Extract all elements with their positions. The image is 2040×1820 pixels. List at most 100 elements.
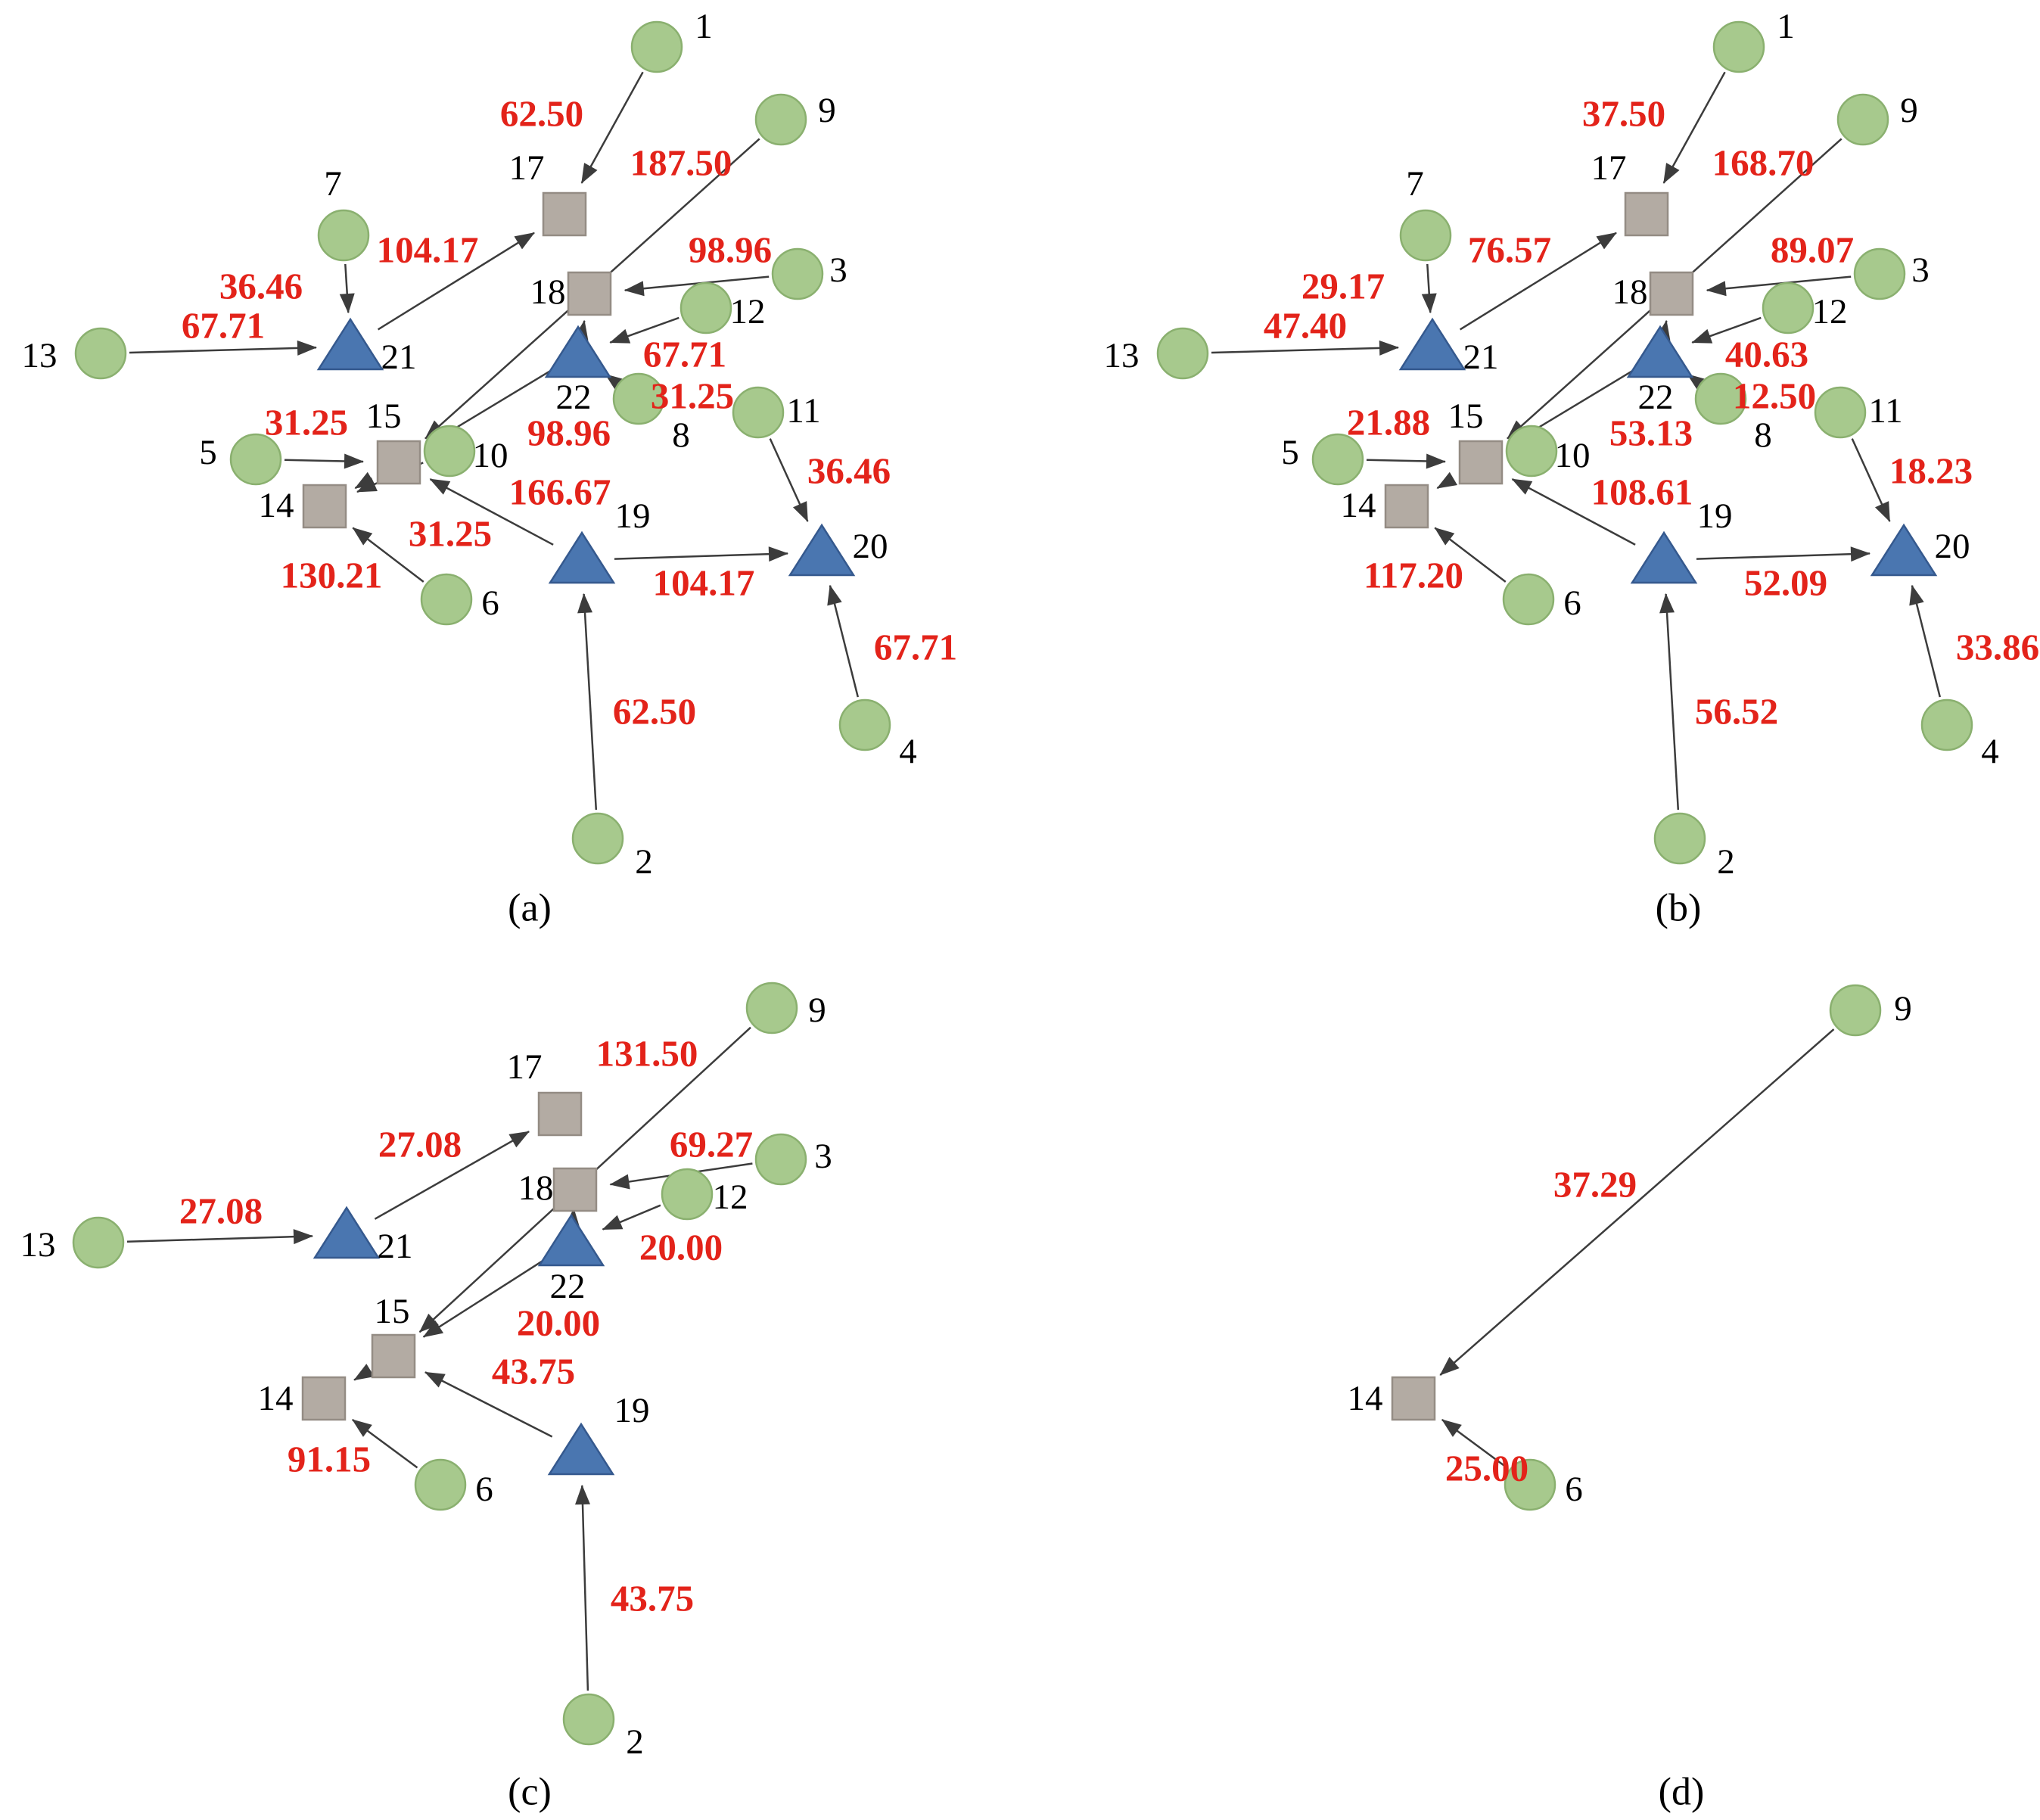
node-label-22: 22 — [550, 1267, 586, 1306]
node-label-19: 19 — [1697, 496, 1733, 536]
edge-label-2-to-19: 43.75 — [611, 1578, 694, 1619]
edge-label-11-to-20: 18.23 — [1889, 450, 1973, 492]
node-label-9: 9 — [818, 91, 836, 130]
node-label-8: 8 — [672, 415, 690, 455]
edge-13-to-21 — [129, 340, 317, 356]
edge-label-8-to-22: 31.25 — [651, 375, 734, 417]
node-label-10: 10 — [1555, 436, 1591, 475]
edge-label-19-to-15: 166.67 — [509, 471, 611, 513]
edge-19-to-15 — [1511, 478, 1636, 546]
node-label-17: 17 — [1591, 148, 1627, 188]
triangle-node-20 — [788, 523, 856, 577]
node-label-9: 9 — [808, 991, 826, 1030]
node-label-18: 18 — [530, 272, 566, 312]
source-node-5 — [229, 433, 282, 486]
source-node-8 — [612, 372, 665, 425]
edge-11-to-20 — [769, 438, 809, 522]
node-label-3: 3 — [814, 1137, 832, 1176]
source-node-2 — [562, 1693, 615, 1746]
source-node-2 — [1653, 812, 1706, 865]
square-node-17 — [1624, 191, 1669, 237]
triangle-node-21 — [316, 317, 384, 371]
triangle-node-21 — [1398, 317, 1466, 371]
node-label-9: 9 — [1894, 989, 1912, 1028]
source-node-4 — [1920, 698, 1973, 751]
node-label-15: 15 — [1448, 397, 1484, 436]
panel-d: 37.29 25.00 9 14 6 (d) — [1348, 984, 1912, 1814]
edge-19-to-20 — [614, 546, 788, 562]
node-label-15: 15 — [366, 397, 402, 436]
node-label-13: 13 — [1104, 336, 1140, 375]
edge-21-to-17 — [374, 1131, 530, 1220]
triangle-node-19 — [547, 1422, 615, 1476]
edge-label-7-to-21: 29.17 — [1301, 266, 1385, 307]
edge-label-9-to-15: 131.50 — [596, 1033, 698, 1075]
edge-label-8-to-22: 12.50 — [1733, 375, 1816, 417]
source-node-6 — [1502, 573, 1555, 626]
node-label-20: 20 — [1935, 527, 1970, 566]
edge-label-1-to-17: 37.50 — [1582, 93, 1665, 135]
panel-caption-d: (d) — [1659, 1771, 1705, 1814]
edge-15-to-14 — [353, 1364, 375, 1381]
edge-label-4-to-20: 67.71 — [874, 627, 957, 668]
node-label-17: 17 — [507, 1047, 543, 1087]
triangle-node-22 — [537, 1213, 605, 1267]
source-node-4 — [838, 698, 891, 751]
source-node-13 — [74, 327, 127, 380]
square-node-18 — [1649, 271, 1694, 316]
edge-22-to-15 — [422, 1259, 545, 1338]
square-node-14 — [1384, 484, 1429, 529]
edge-6-to-14 — [1441, 1418, 1508, 1469]
square-node-17 — [542, 191, 587, 237]
node-label-5: 5 — [1281, 433, 1299, 472]
square-node-17 — [537, 1091, 583, 1137]
node-label-3: 3 — [829, 250, 847, 290]
node-label-21: 21 — [1463, 338, 1499, 377]
square-node-15 — [371, 1333, 416, 1379]
edge-11-to-20 — [1851, 438, 1891, 522]
edge-19-to-15 — [429, 478, 554, 546]
edge-label-5-to-15: 31.25 — [265, 402, 348, 443]
edge-label-11-to-20: 36.46 — [807, 450, 891, 492]
edge-label-4-to-20: 33.86 — [1956, 627, 2039, 668]
edge-6-to-14 — [351, 1418, 418, 1469]
edge-label-13-to-21: 27.08 — [179, 1190, 263, 1232]
source-node-6 — [1504, 1458, 1556, 1511]
node-label-21: 21 — [381, 338, 417, 377]
edge-label-13-to-21: 67.71 — [182, 305, 265, 347]
node-label-21: 21 — [378, 1227, 413, 1266]
node-label-19: 19 — [615, 496, 651, 536]
panel-a: 62.50187.50104.1736.4667.7198.9667.7131.… — [22, 7, 958, 930]
node-label-13: 13 — [20, 1225, 56, 1265]
edge-21-to-17 — [377, 232, 535, 331]
edge-2-to-19 — [1659, 593, 1680, 810]
node-label-8: 8 — [1754, 415, 1772, 455]
node-label-7: 7 — [324, 164, 342, 204]
source-node-7 — [1399, 209, 1452, 262]
node-label-4: 4 — [1981, 732, 1999, 771]
node-label-20: 20 — [853, 527, 888, 566]
edge-label-6-to-14: 117.20 — [1364, 555, 1463, 596]
source-node-1 — [1712, 20, 1765, 73]
edge-12-to-22 — [602, 1204, 661, 1230]
edge-label-9-to-15: 187.50 — [630, 142, 732, 184]
edge-3-to-18 — [624, 275, 770, 297]
edge-7-to-21 — [1421, 263, 1437, 314]
node-label-5: 5 — [199, 433, 217, 472]
edge-label-12-to-22: 40.63 — [1725, 334, 1808, 375]
source-node-7 — [317, 209, 370, 262]
source-node-11 — [1814, 386, 1867, 439]
triangle-node-22 — [1626, 325, 1694, 378]
source-node-9 — [754, 93, 807, 146]
edge-12-to-22 — [1691, 316, 1762, 344]
source-node-12 — [679, 282, 732, 334]
node-label-19: 19 — [614, 1391, 650, 1430]
node-label-6: 6 — [1565, 1470, 1583, 1509]
square-node-15 — [1458, 440, 1504, 485]
edge-label-22-to-15: 98.96 — [527, 412, 611, 454]
edge-4-to-20 — [1909, 584, 1942, 698]
edge-label-1-to-17: 62.50 — [500, 93, 583, 135]
source-node-3 — [771, 247, 824, 300]
source-node-3 — [1853, 247, 1906, 300]
